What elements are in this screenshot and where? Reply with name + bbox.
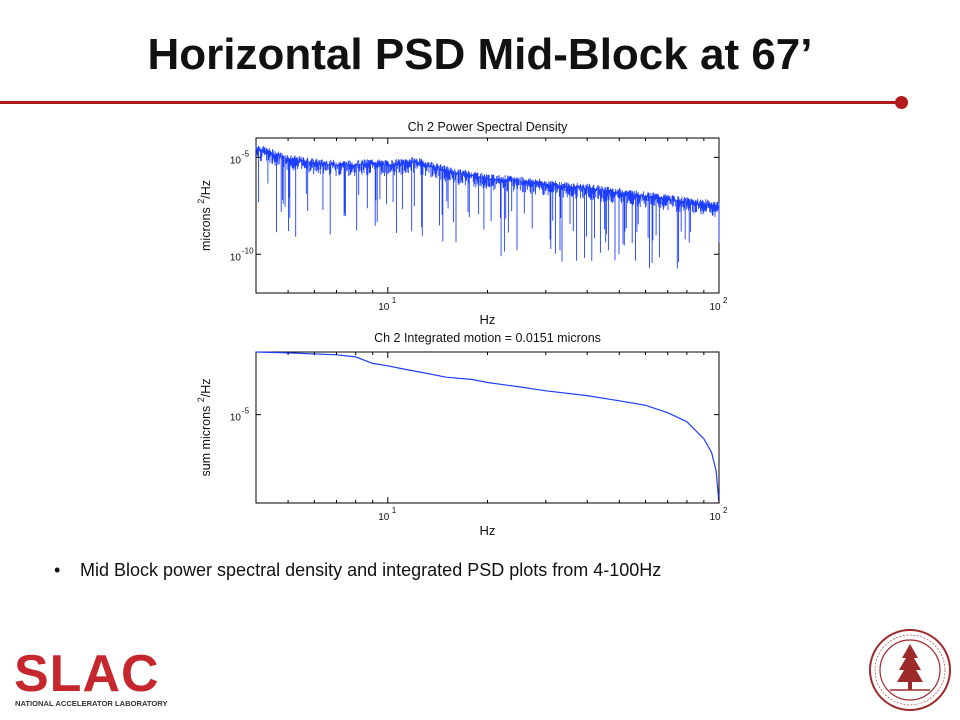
chart1-y-tick-label: 10 (230, 252, 242, 263)
chart1-x-tick-exp: 2 (723, 296, 728, 305)
chart2-y-tick-exp: -5 (242, 407, 250, 416)
chart1-y-axis-label: microns 2/Hz (196, 180, 213, 251)
chart2-plot-frame (255, 351, 720, 504)
chart2-x-tick-label: 10 (709, 512, 721, 523)
title-rule (0, 101, 900, 104)
chart1-y-tick-exp: -5 (242, 149, 250, 158)
slac-logo-text: SLAC (14, 645, 160, 703)
chart1-title: Ch 2 Power Spectral Density (408, 120, 569, 134)
chart2-x-tick-exp: 1 (392, 506, 397, 515)
chart1-y-tick-exp: -10 (242, 246, 254, 255)
chart2-title: Ch 2 Integrated motion = 0.0151 microns (374, 331, 601, 345)
bullet-dot: • (54, 560, 61, 580)
chart1-y-tick-label: 10 (230, 155, 242, 166)
chart1-x-tick-label: 10 (709, 302, 721, 313)
slac-logo-subtitle: NATIONAL ACCELERATOR LABORATORY (15, 699, 168, 708)
chart2-x-axis-label: Hz (480, 523, 496, 538)
title-rule-dot (895, 96, 908, 109)
chart2-x-tick-exp: 2 (723, 506, 728, 515)
chart1-x-tick-exp: 1 (392, 296, 397, 305)
chart1-series-line (255, 145, 720, 269)
chart2-y-tick-label: 10 (230, 413, 242, 424)
chart2-series-line (255, 351, 720, 504)
stanford-seal-icon (869, 629, 951, 711)
slac-logo: SLAC NATIONAL ACCELERATOR LABORATORY (14, 645, 168, 708)
chart1-x-axis-label: Hz (480, 312, 496, 327)
slide-title: Horizontal PSD Mid-Block at 67’ (147, 30, 813, 79)
chart2-x-tick-label: 10 (378, 512, 390, 523)
bullet-text: Mid Block power spectral density and int… (80, 560, 662, 580)
bullet-item: • Mid Block power spectral density and in… (54, 560, 661, 581)
chart1-x-tick-label: 10 (378, 302, 390, 313)
charts-container: Ch 2 Power Spectral Density10110210-510-… (196, 120, 728, 538)
chart2-y-axis-label: sum microns 2/Hz (196, 378, 213, 476)
